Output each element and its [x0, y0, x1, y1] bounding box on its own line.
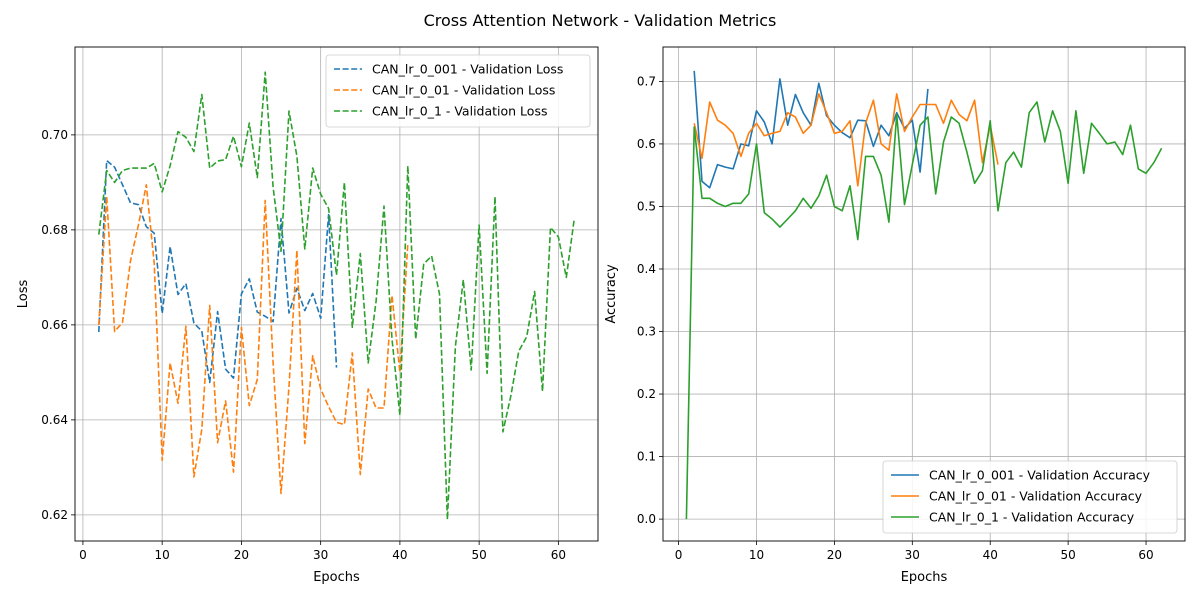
axes-frame	[662, 46, 1186, 542]
x-tick-label: 50	[471, 548, 486, 562]
legend-label-2: CAN_lr_0_01 - Validation Accuracy	[929, 489, 1143, 504]
legend-label-2: CAN_lr_0_01 - Validation Loss	[372, 83, 555, 98]
x-tick-label: 60	[551, 548, 566, 562]
legend-label-1: CAN_lr_0_001 - Validation Loss	[372, 62, 563, 77]
series-line-3	[685, 101, 1163, 520]
legend-box	[882, 460, 1178, 534]
x-tick-label: 40	[983, 548, 998, 562]
x-tick-label: 20	[827, 548, 842, 562]
y-tick-label: 0.70	[41, 128, 68, 142]
y-tick-label: 0.1	[637, 450, 656, 464]
y-tick-label: 0.4	[637, 262, 656, 276]
legend-label-3: CAN_lr_0_1 - Validation Loss	[372, 104, 547, 119]
axes-frame	[74, 46, 599, 542]
y-tick-label: 0.62	[41, 508, 68, 522]
legend-label-1: CAN_lr_0_001 - Validation Accuracy	[929, 468, 1151, 483]
y-tick-label: 0.66	[41, 318, 68, 332]
x-tick-label: 40	[392, 548, 407, 562]
y-tick-label: 0.5	[637, 199, 656, 213]
legend-box	[325, 54, 591, 128]
x-axis-label: Epochs	[901, 570, 948, 585]
x-tick-label: 10	[749, 548, 764, 562]
x-tick-label: 0	[79, 548, 87, 562]
y-tick-label: 0.6	[637, 137, 656, 151]
x-tick-label: 0	[675, 548, 683, 562]
x-tick-label: 20	[234, 548, 249, 562]
y-tick-label: 0.2	[637, 387, 656, 401]
y-axis-label: Loss	[16, 280, 31, 309]
x-axis-label: Epochs	[313, 570, 360, 585]
x-tick-label: 30	[313, 548, 328, 562]
x-tick-label: 10	[155, 548, 170, 562]
x-tick-label: 60	[1138, 548, 1153, 562]
y-tick-label: 0.0	[637, 512, 656, 526]
series-line-3	[98, 71, 575, 521]
series-line-1	[98, 159, 338, 384]
y-tick-label: 0.3	[637, 325, 656, 339]
y-tick-label: 0.68	[41, 223, 68, 237]
y-axis-label: Accuracy	[604, 264, 619, 324]
series-line-2	[98, 184, 409, 495]
x-tick-label: 30	[905, 548, 920, 562]
y-tick-label: 0.7	[637, 74, 656, 88]
series-line-2	[693, 93, 999, 187]
loss-chart: 0 10 20 30 40 50 60 0.62 0.64 0.66 0.68 0.70 Epochs L…	[16, 46, 599, 585]
accuracy-chart: 0 10 20 30 40 50 60 0.0 0.1 0.2 0.3 0.4 0.5 0.6 0.7 Epo…	[604, 46, 1186, 585]
figure-title: Cross Attention Network - Validation Met…	[424, 11, 777, 30]
x-tick-label: 50	[1060, 548, 1075, 562]
y-tick-label: 0.64	[41, 413, 68, 427]
legend: CAN_lr_0_001 - Validation Accuracy CAN_lr…	[882, 460, 1178, 534]
legend-label-3: CAN_lr_0_1 - Validation Accuracy	[929, 510, 1135, 525]
legend: CAN_lr_0_001 - Validation Loss CAN_lr_0_0…	[325, 54, 591, 128]
